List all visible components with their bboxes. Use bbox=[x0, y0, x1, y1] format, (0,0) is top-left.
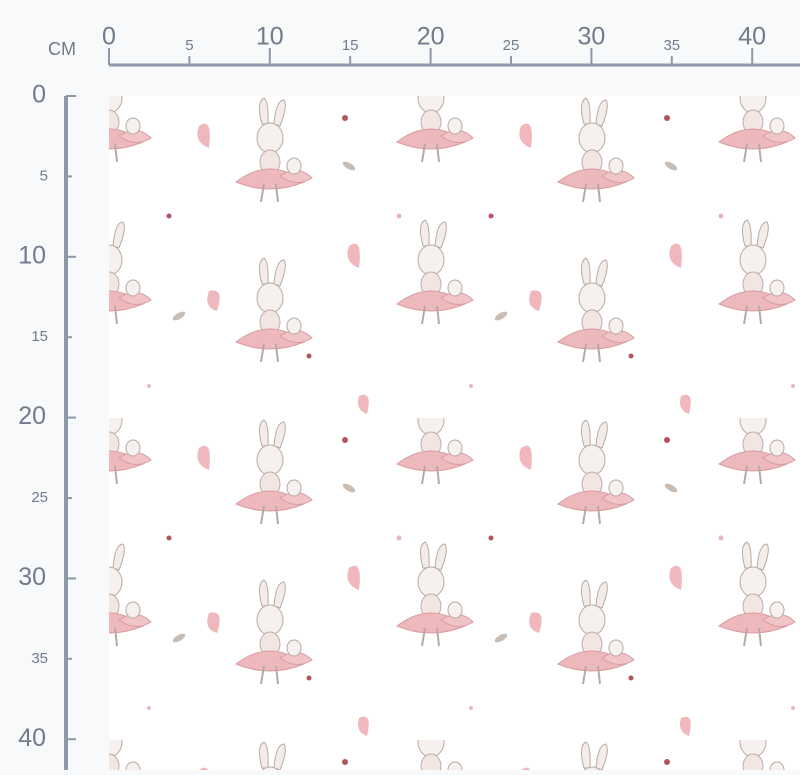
x-tick-label: 30 bbox=[577, 23, 605, 51]
y-tick-label: 20 bbox=[18, 402, 46, 430]
y-tick-label: 35 bbox=[31, 650, 48, 667]
y-tick-label: 5 bbox=[40, 167, 48, 184]
x-tick-label: 20 bbox=[417, 23, 445, 51]
x-tick-label: 15 bbox=[342, 37, 359, 54]
unit-label: CM bbox=[48, 39, 76, 59]
y-tick-label: 10 bbox=[18, 241, 46, 269]
y-tick-label: 40 bbox=[18, 724, 46, 752]
y-tick-label: 0 bbox=[32, 81, 46, 109]
x-tick-label: 10 bbox=[256, 23, 284, 51]
x-tick-label: 25 bbox=[503, 37, 520, 54]
fabric-pattern bbox=[109, 96, 800, 770]
y-tick-label: 30 bbox=[18, 563, 46, 591]
x-tick-label: 35 bbox=[663, 37, 680, 54]
y-tick-label: 15 bbox=[31, 328, 48, 345]
x-tick-label: 40 bbox=[738, 23, 766, 51]
x-tick-label: 5 bbox=[185, 37, 193, 54]
y-tick-label: 25 bbox=[31, 489, 48, 506]
x-tick-label: 0 bbox=[102, 23, 116, 51]
